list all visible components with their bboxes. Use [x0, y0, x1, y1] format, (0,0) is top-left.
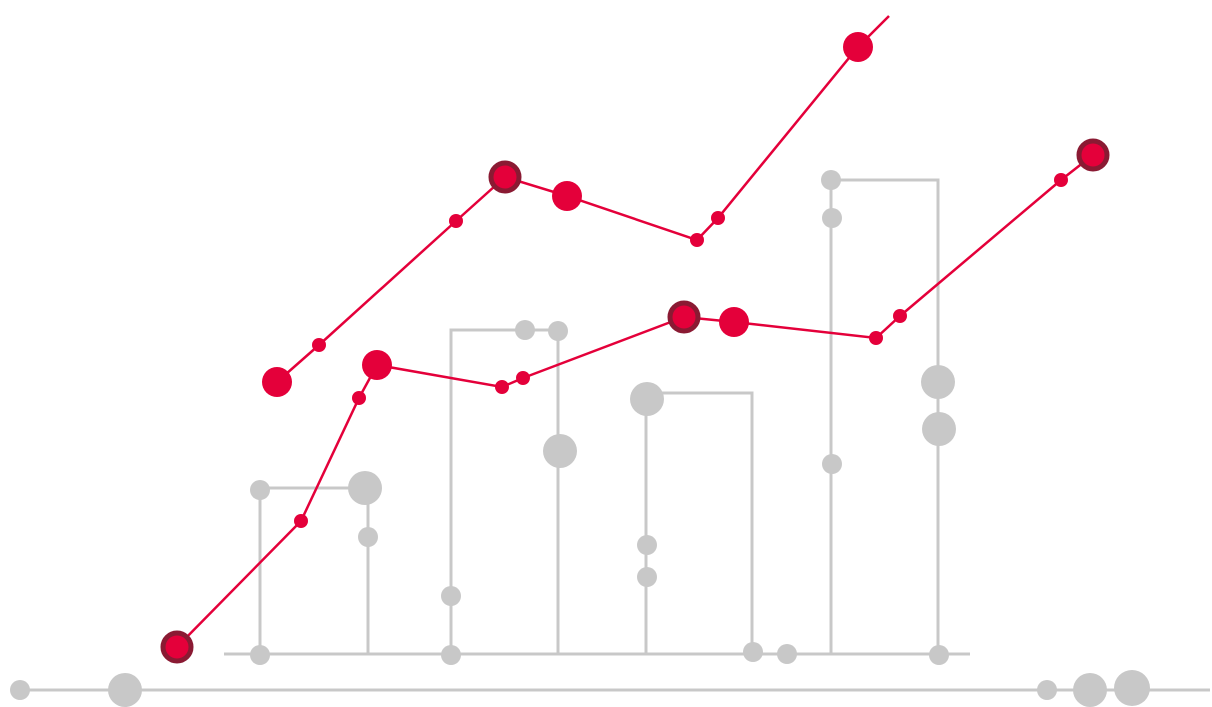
trend-point — [690, 233, 704, 247]
trend-point — [1054, 173, 1068, 187]
bar-node — [637, 567, 657, 587]
trend-point-highlight — [667, 300, 701, 334]
bottom-timeline — [10, 670, 1210, 707]
timeline-dot — [10, 680, 30, 700]
bar-node — [250, 480, 270, 500]
bar-outline-2 — [449, 328, 560, 654]
trend-point — [294, 514, 308, 528]
trend-line-upper — [262, 15, 890, 397]
bar-node — [548, 321, 568, 341]
baseline-dot — [441, 645, 461, 665]
trend-point — [449, 214, 463, 228]
baseline-dot — [929, 645, 949, 665]
timeline-dot — [1073, 673, 1107, 707]
bar-node — [358, 527, 378, 547]
trend-point-highlight — [488, 160, 522, 194]
trend-point — [869, 331, 883, 345]
bar-outline-1 — [258, 486, 370, 654]
bar-node — [441, 586, 461, 606]
baseline-dot — [777, 644, 797, 664]
bar-outline-3 — [644, 391, 754, 654]
trend-point — [719, 307, 749, 337]
trend-line-lower — [160, 138, 1110, 664]
bar-node — [348, 471, 382, 505]
trend-point-highlight — [160, 630, 194, 664]
timeline-dot — [108, 673, 142, 707]
trend-point — [843, 32, 873, 62]
bar-node — [922, 412, 956, 446]
trend-point — [362, 350, 392, 380]
bar-node — [821, 170, 841, 190]
trend-path-upper — [276, 15, 890, 383]
bar-node — [543, 434, 577, 468]
bar-node — [515, 320, 535, 340]
bar-nodes — [250, 170, 956, 606]
timeline-dot — [1114, 670, 1150, 706]
trend-point — [516, 371, 530, 385]
bar-outline-4 — [829, 178, 940, 654]
trend-point — [352, 391, 366, 405]
trend-point — [552, 181, 582, 211]
bar-outlines — [258, 178, 940, 654]
bar-node — [921, 365, 955, 399]
trend-point — [495, 380, 509, 394]
bar-node — [630, 382, 664, 416]
trend-point — [262, 367, 292, 397]
bar-node — [637, 535, 657, 555]
trend-point — [312, 338, 326, 352]
timeline-dot — [1037, 680, 1057, 700]
baseline-dot — [250, 645, 270, 665]
trend-point — [893, 309, 907, 323]
chart-baseline — [224, 642, 970, 665]
trend-path-lower — [176, 154, 1094, 648]
bar-node — [822, 454, 842, 474]
trend-point — [711, 211, 725, 225]
bar-node — [822, 208, 842, 228]
trend-point-highlight — [1076, 138, 1110, 172]
